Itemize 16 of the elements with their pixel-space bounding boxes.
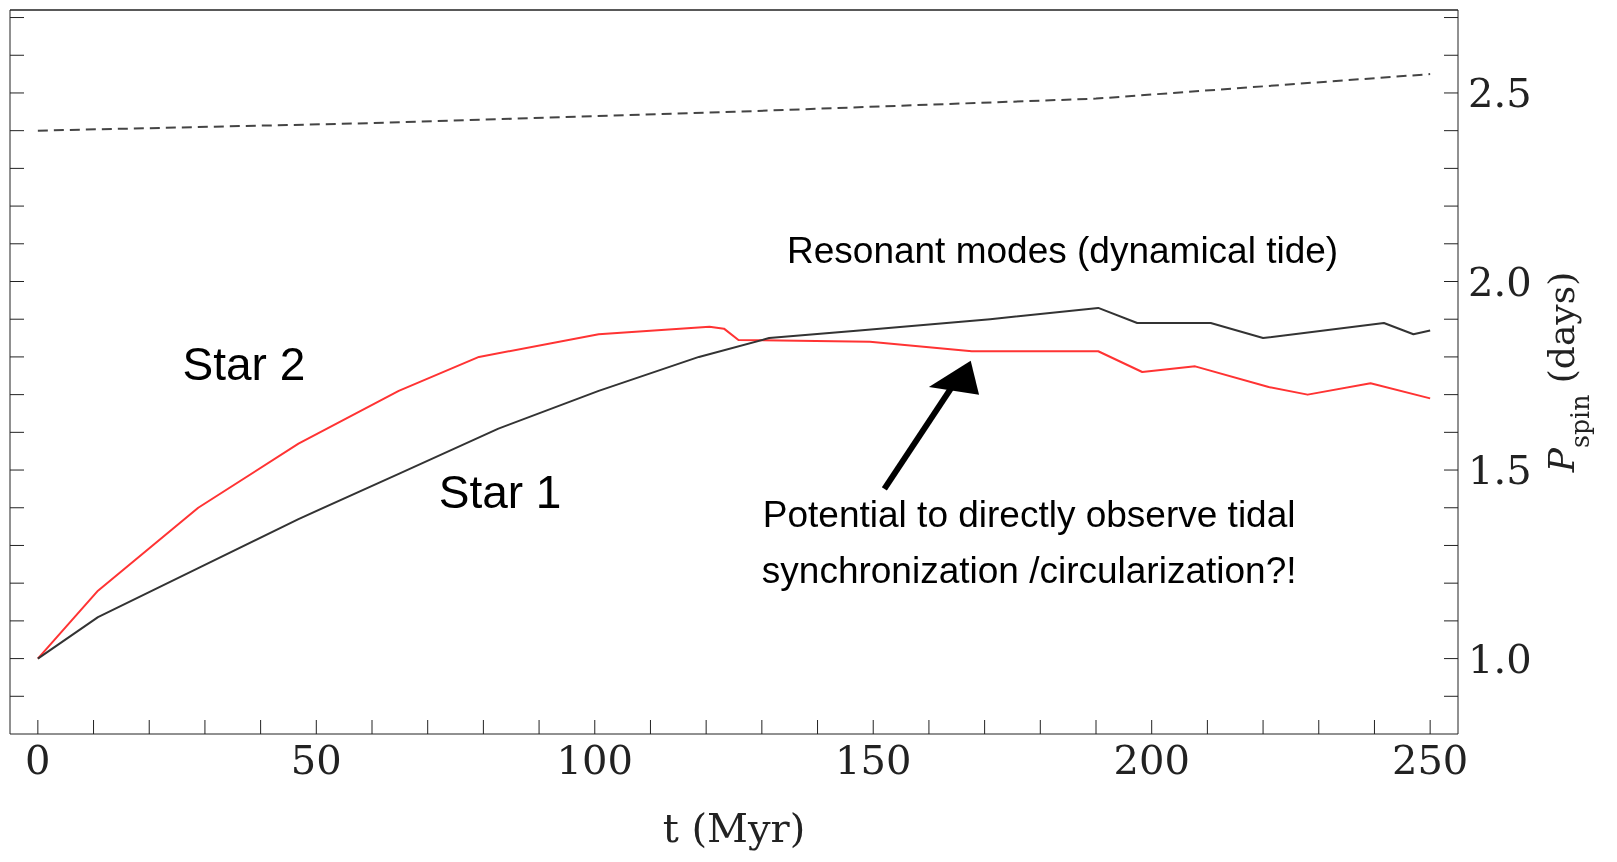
y-tick-label: 1.5 <box>1468 447 1532 494</box>
y-tick-label: 1.0 <box>1468 635 1532 682</box>
x-tick-label: 200 <box>1113 737 1190 784</box>
series-label: Star 1 <box>438 465 562 518</box>
x-axis-title: t (Myr) <box>662 805 806 851</box>
x-tick-label: 100 <box>556 737 633 784</box>
x-tick-label: 0 <box>25 737 51 784</box>
annotation: Resonant modes (dynamical tide) <box>787 229 1339 271</box>
x-tick-label: 50 <box>290 737 342 784</box>
line-series <box>36 73 1432 132</box>
y-tick-label: 2.5 <box>1468 70 1532 117</box>
x-tick-label: 250 <box>1391 737 1469 784</box>
annotation: Potential to directly observe tidal synchronization /circularization?! <box>761 493 1297 591</box>
series-label: Star 2 <box>182 337 306 390</box>
x-tick-label: 150 <box>835 737 912 784</box>
y-tick-label: 2.0 <box>1468 258 1532 305</box>
